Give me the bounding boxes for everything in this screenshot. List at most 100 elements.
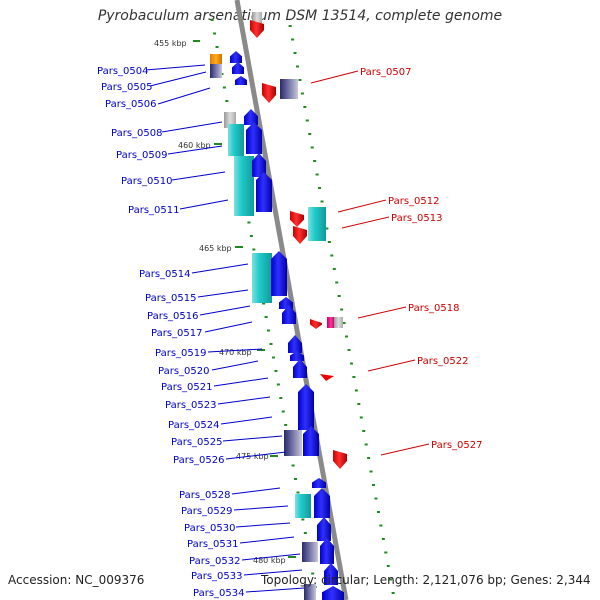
leader-line-left xyxy=(149,71,207,87)
gene-pars-0528-top-glyph xyxy=(312,478,326,488)
gene-label-pars-0534[interactable]: Pars_0534 xyxy=(193,588,244,599)
gene-label-pars-0506[interactable]: Pars_0506 xyxy=(105,99,156,110)
kbp-label-455: 455 kbp xyxy=(154,39,187,48)
gene-pars-0532-feature xyxy=(302,542,318,562)
gene-pars-0534-glyph xyxy=(322,586,344,600)
gene-pars-0505-glyph xyxy=(232,62,244,74)
leader-line-left xyxy=(211,360,259,371)
kbp-marker-470: 470 kbp xyxy=(219,348,265,357)
gene-label-pars-0531[interactable]: Pars_0531 xyxy=(187,539,238,550)
gene-label-pars-0511[interactable]: Pars_0511 xyxy=(128,205,179,216)
gene-pars-0518-glyph xyxy=(310,319,322,329)
gene-pars-0508-glyph xyxy=(244,109,258,125)
gene-label-pars-0516[interactable]: Pars_0516 xyxy=(147,311,198,322)
leader-line-left xyxy=(179,199,229,210)
gene-pars-0525-glyph xyxy=(303,426,319,456)
gene-label-pars-0529[interactable]: Pars_0529 xyxy=(181,506,232,517)
gene-pars-0504-feature xyxy=(210,54,222,66)
leader-line-left xyxy=(171,171,226,181)
kbp-marker-475: 475 kbp xyxy=(236,452,278,461)
leader-line-left xyxy=(241,553,301,561)
gene-label-pars-0512[interactable]: Pars_0512 xyxy=(388,196,439,207)
gene-label-pars-0518[interactable]: Pars_0518 xyxy=(408,303,459,314)
right-gene-labels: Pars_0507 Pars_0512 Pars_0513 Pars_0518 … xyxy=(360,67,482,451)
leader-line-left xyxy=(235,522,291,528)
gene-label-pars-0520[interactable]: Pars_0520 xyxy=(158,366,209,377)
gene-label-pars-0504[interactable]: Pars_0504 xyxy=(97,66,148,77)
leader-line-left xyxy=(233,505,289,511)
gene-label-pars-0519[interactable]: Pars_0519 xyxy=(155,348,206,359)
gene-label-pars-0527[interactable]: Pars_0527 xyxy=(431,440,482,451)
gene-pars-0518-grey xyxy=(334,317,343,328)
leader-line-right xyxy=(380,443,430,456)
gene-pars-0505-feature xyxy=(210,64,222,78)
gene-label-pars-0513[interactable]: Pars_0513 xyxy=(391,213,442,224)
gene-pars-0512-glyph xyxy=(290,211,304,227)
gene-label-pars-0515[interactable]: Pars_0515 xyxy=(145,293,196,304)
leader-line-left xyxy=(217,396,271,405)
gene-pars-0527-glyph xyxy=(333,450,347,469)
gene-label-pars-0533[interactable]: Pars_0533 xyxy=(191,571,242,582)
gene-label-pars-0514[interactable]: Pars_0514 xyxy=(139,269,190,280)
gene-pars-0521-glyph xyxy=(293,359,307,378)
gene-pars-0525-feature xyxy=(284,430,302,456)
gene-pars-0514-glyph xyxy=(271,251,287,296)
kbp-label-465: 465 kbp xyxy=(199,244,232,253)
gene-pars-0532-glyph xyxy=(320,538,334,564)
gene-pars-0511-glyph xyxy=(256,172,272,212)
genome-summary: Topology: circular; Length: 2,121,076 bp… xyxy=(261,573,591,587)
gene-label-pars-0524[interactable]: Pars_0524 xyxy=(168,420,219,431)
gene-label-pars-0508[interactable]: Pars_0508 xyxy=(111,128,162,139)
leader-line-left xyxy=(213,377,269,387)
gene-pars-0529-glyph xyxy=(314,488,330,518)
leader-line-left xyxy=(167,145,223,155)
kbp-marker-460: 460 kbp xyxy=(178,141,222,150)
accession-label: Accession: NC_009376 xyxy=(8,573,145,587)
gene-label-pars-0505[interactable]: Pars_0505 xyxy=(101,82,152,93)
kbp-label-460: 460 kbp xyxy=(178,141,211,150)
gene-pars-0509-feature xyxy=(228,124,244,156)
gene-pars-0504-glyph xyxy=(230,51,242,63)
leader-line-left xyxy=(231,487,281,495)
label-leader-lines xyxy=(145,64,430,593)
gene-label-pars-0528[interactable]: Pars_0528 xyxy=(179,490,230,501)
gene-label-pars-0530[interactable]: Pars_0530 xyxy=(184,523,235,534)
gene-label-pars-0507[interactable]: Pars_0507 xyxy=(360,67,411,78)
gene-pars-0506-glyph xyxy=(235,76,247,85)
gene-pars-0518-feature xyxy=(327,317,335,328)
gene-pars-0522-glyph xyxy=(320,374,334,381)
kbp-label-470: 470 kbp xyxy=(219,348,252,357)
gene-label-pars-0509[interactable]: Pars_0509 xyxy=(116,150,167,161)
leader-line-left xyxy=(243,569,303,576)
leader-line-left xyxy=(245,587,305,593)
leader-line-right xyxy=(337,199,387,213)
gene-pars-0529-feature xyxy=(295,494,311,518)
leader-line-left xyxy=(157,87,211,105)
gene-label-pars-0525[interactable]: Pars_0525 xyxy=(171,437,222,448)
gene-label-pars-0510[interactable]: Pars_0510 xyxy=(121,176,172,187)
leader-line-right xyxy=(341,216,390,229)
top-red-gene xyxy=(250,20,264,38)
gene-label-pars-0517[interactable]: Pars_0517 xyxy=(151,328,202,339)
gene-label-pars-0521[interactable]: Pars_0521 xyxy=(161,382,212,393)
gene-label-pars-0532[interactable]: Pars_0532 xyxy=(189,556,240,567)
leader-line-left xyxy=(239,536,295,544)
leader-line-left xyxy=(145,64,206,71)
gene-pars-0534-feature xyxy=(304,584,316,600)
top-grey-feature xyxy=(252,12,262,28)
map-title: Pyrobaculum arsenaticum DSM 13514, compl… xyxy=(97,8,503,24)
gene-pars-0507-feature xyxy=(280,79,298,99)
leader-line-left xyxy=(222,435,283,442)
kbp-label-480: 480 kbp xyxy=(253,556,286,565)
kbp-marker-480: 480 kbp xyxy=(253,556,296,565)
leader-line-right xyxy=(357,306,407,319)
gene-label-pars-0522[interactable]: Pars_0522 xyxy=(417,356,468,367)
gene-pars-0513-glyph xyxy=(293,226,307,244)
gene-pars-0510-feature xyxy=(234,156,254,216)
gene-label-pars-0523[interactable]: Pars_0523 xyxy=(165,400,216,411)
leader-line-left xyxy=(197,289,249,298)
gene-pars-0509-glyph xyxy=(246,122,262,154)
gene-label-pars-0526[interactable]: Pars_0526 xyxy=(173,455,224,466)
gene-pars-0510-glyph xyxy=(252,153,266,177)
leader-line-left xyxy=(225,451,287,460)
